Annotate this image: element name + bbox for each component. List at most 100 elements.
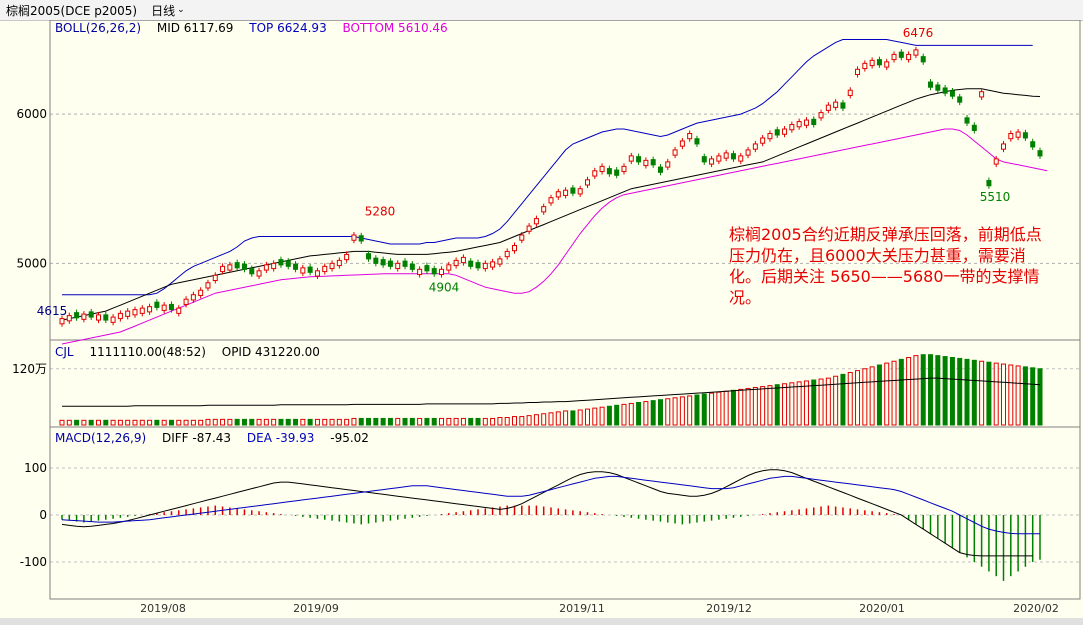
candle-body: [614, 169, 620, 176]
boll-header: BOLL(26,26,2) MID 6117.69 TOP 6624.93 BO…: [55, 21, 460, 35]
candle-body: [760, 137, 766, 144]
chevron-down-icon: ⌄: [177, 5, 185, 15]
candle-body: [329, 262, 335, 270]
candle-body: [906, 53, 912, 61]
volume-bar: [687, 395, 693, 426]
volume-bar: [475, 417, 481, 426]
volume-bar: [395, 417, 401, 426]
volume-bar: [920, 354, 926, 426]
period-selector[interactable]: 日线 ⌄: [151, 2, 185, 19]
volume-bar: [482, 417, 488, 426]
macd-diff: DIFF -87.43: [161, 431, 232, 445]
volume-bar: [424, 417, 430, 426]
volume-bar: [336, 418, 342, 426]
candle-body: [504, 250, 510, 258]
candle-body: [409, 263, 415, 270]
volume-bar: [380, 417, 386, 426]
volume-bar: [278, 418, 284, 426]
candle-body: [577, 188, 583, 195]
boll-name[interactable]: BOLL(26,26,2): [55, 21, 142, 35]
volume-bar: [132, 419, 138, 426]
volume-bar: [643, 401, 649, 426]
price-point-label: 6476: [903, 26, 934, 40]
candle-body: [701, 156, 707, 163]
volume-bar: [592, 407, 598, 426]
volume-bar: [803, 380, 809, 426]
volume-bar: [373, 417, 379, 426]
volume-bar: [161, 419, 167, 426]
volume-bar: [847, 372, 853, 426]
volume-bar: [366, 417, 372, 426]
candle-body: [687, 133, 693, 140]
candle-body: [439, 268, 445, 276]
candle-body: [636, 156, 642, 163]
candle-body: [657, 166, 663, 173]
candle-body: [563, 189, 569, 196]
candle-body: [920, 56, 926, 63]
candle-body: [716, 155, 722, 162]
horizontal-scrollbar[interactable]: [0, 618, 1083, 625]
candle-body: [555, 191, 561, 198]
candle-body: [212, 274, 218, 282]
candle-body: [738, 155, 744, 162]
candle-body: [570, 187, 576, 194]
volume-bar: [125, 419, 131, 426]
candle-body: [139, 307, 145, 314]
volume-bar: [293, 418, 299, 426]
volume-bar: [402, 417, 408, 426]
volume-bar: [504, 417, 510, 426]
candle-body: [818, 112, 824, 119]
volume-bar: [387, 417, 393, 426]
candle-body: [986, 180, 992, 187]
price-point-label: 4904: [429, 281, 460, 295]
volume-bar: [198, 419, 204, 426]
candle-body: [752, 143, 758, 150]
candle-body: [336, 259, 342, 267]
candle-body: [468, 260, 474, 267]
volume-bar: [183, 419, 189, 426]
volume-bar: [263, 418, 269, 426]
volume-bar: [869, 366, 875, 426]
boll-mid: MID 6117.69: [156, 21, 234, 35]
volume-bar: [665, 398, 671, 426]
volume-bar: [300, 418, 306, 426]
candle-body: [227, 264, 233, 271]
volume-bar: [636, 402, 642, 426]
candle-body: [533, 218, 539, 225]
volume-bar: [555, 411, 561, 426]
volume-bar: [884, 362, 890, 426]
chart-canvas: 6000 5000 120万 100 0 -100 2019/08 2019/09 2019/1…: [12, 20, 1081, 615]
candle-body: [66, 315, 72, 322]
volume-bar: [563, 410, 569, 426]
candle-body: [672, 149, 678, 156]
date-tick-label: 2019/11: [559, 602, 605, 615]
volume-bar: [526, 415, 532, 426]
price-point-label: 5510: [980, 190, 1011, 204]
volume-bar: [1037, 368, 1043, 426]
price-tick-label: 6000: [16, 107, 47, 121]
volume-bar: [241, 418, 247, 426]
volume-bar: [497, 417, 503, 426]
candle-body: [1008, 133, 1014, 140]
volume-bar: [271, 418, 277, 426]
candle-body: [519, 234, 525, 241]
date-tick-label: 2019/09: [293, 602, 339, 615]
volume-bar: [344, 418, 350, 426]
contract-selector[interactable]: 棕榈2005(DCE p2005): [6, 2, 137, 19]
volume-bar: [417, 417, 423, 426]
candle-body: [774, 129, 780, 136]
volume-bar: [833, 375, 839, 426]
vol-name[interactable]: CJL: [55, 345, 74, 359]
candle-body: [417, 268, 423, 276]
date-tick-label: 2019/08: [140, 602, 186, 615]
vol-header: CJL 1111110.00(48:52) OPID 431220.00: [55, 345, 332, 359]
macd-name[interactable]: MACD(12,26,9): [55, 431, 147, 445]
candle-body: [278, 259, 284, 266]
candle-body: [59, 318, 65, 325]
volume-bar: [694, 394, 700, 426]
candle-body: [789, 124, 795, 131]
candle-body: [935, 84, 941, 91]
macd-panel: [49, 426, 1081, 600]
date-tick-label: 2020/01: [859, 602, 905, 615]
candle-body: [241, 263, 247, 270]
